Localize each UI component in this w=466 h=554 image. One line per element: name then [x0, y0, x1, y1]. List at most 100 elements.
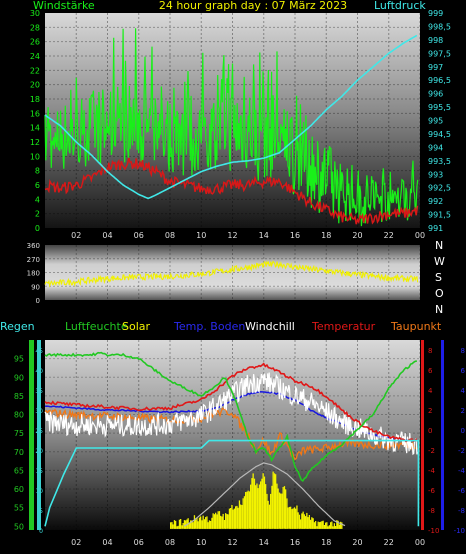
- solar-bar: [338, 524, 340, 529]
- compass-n-top: N: [435, 239, 443, 252]
- solar-bar: [258, 484, 261, 529]
- pressure-tick-label: 996,5: [428, 76, 451, 85]
- solar-bar: [223, 520, 226, 529]
- dewpoint-line: [44, 406, 418, 461]
- wind-tick-label: 24: [30, 52, 40, 61]
- chart-title: 24 hour graph day : 07 März 2023: [159, 0, 347, 12]
- solar-bar: [242, 498, 244, 529]
- panel3-x-tick-label: 02: [71, 538, 81, 547]
- soiltemp-tick-label: 0: [461, 427, 465, 435]
- legend-luftfeuchte: Luftfeuchte: [65, 320, 128, 333]
- solar-bar: [320, 521, 322, 529]
- solar-bar: [340, 521, 342, 529]
- wind-tick-label: 28: [30, 23, 40, 32]
- solar-bar: [288, 506, 291, 529]
- solar-bar: [243, 496, 246, 529]
- humidity-tick-label: 50: [14, 522, 24, 531]
- solar-bar: [267, 500, 269, 529]
- solar-bar: [256, 483, 258, 529]
- solar-bar: [302, 511, 304, 529]
- humidity-tick-label: 90: [14, 373, 24, 382]
- panel1-x-tick-label: 22: [384, 231, 394, 240]
- solar-bar: [183, 520, 186, 529]
- solar-bar: [310, 519, 312, 529]
- solar-bar: [268, 504, 271, 529]
- winddir-tick-label: 270: [27, 256, 40, 264]
- solar-bar: [241, 505, 243, 529]
- solar-bar: [228, 508, 231, 529]
- legend-windchill: Windchill: [245, 320, 295, 333]
- wind-speed-line: [44, 28, 419, 227]
- solar-bar: [318, 522, 320, 529]
- pressure-tick-label: 996: [428, 90, 443, 99]
- solar-bar: [297, 512, 299, 529]
- solar-bar: [293, 507, 296, 529]
- solar-bar: [220, 515, 222, 529]
- solar-bar: [171, 522, 173, 529]
- solar-bar: [341, 522, 343, 529]
- solar-bar: [206, 516, 208, 529]
- solar-bar: [212, 513, 214, 529]
- solar-bar: [327, 526, 329, 529]
- pressure-tick-label: 998: [428, 36, 443, 45]
- compass-o: O: [435, 287, 444, 300]
- soiltemp-tick-label: -10: [454, 527, 465, 535]
- solar-bar: [178, 519, 181, 529]
- humidity-axis-bar: [29, 340, 34, 530]
- humidity-tick-label: 95: [14, 355, 24, 364]
- rain-tick-label: 0: [39, 528, 43, 535]
- solar-bar: [261, 478, 263, 529]
- windchill-line: [44, 372, 419, 456]
- pressure-tick-label: 993,5: [428, 157, 451, 166]
- temperature-tick-label: 2: [428, 407, 432, 415]
- pressure-tick-label: 999: [428, 9, 443, 18]
- solar-bar: [253, 478, 256, 529]
- panel2-series: [44, 260, 419, 288]
- panel3-x-tick-label: 22: [384, 538, 394, 547]
- solar-bar: [175, 520, 177, 529]
- soiltemp-tick-label: 8: [461, 347, 465, 355]
- solar-bar: [221, 516, 223, 529]
- soiltemp-tick-label: -2: [458, 447, 465, 455]
- panel3-x-tick-label: 20: [352, 538, 362, 547]
- solar-bar: [208, 520, 211, 529]
- solar-bar: [257, 488, 259, 529]
- temperature-tick-label: 8: [428, 347, 432, 355]
- solar-bar: [300, 519, 302, 529]
- solar-bar: [305, 516, 307, 529]
- wind-tick-label: 2: [35, 210, 40, 219]
- solar-bar: [201, 520, 203, 529]
- solar-bar: [307, 517, 309, 529]
- panel1-x-tick-label: 14: [259, 231, 269, 240]
- wind-tick-label: 16: [30, 109, 40, 118]
- soiltemp-axis-bar: [441, 340, 444, 530]
- solar-bar: [292, 508, 294, 529]
- solar-bar: [195, 519, 197, 529]
- panel3-x-tick-label: 16: [290, 538, 300, 547]
- solar-bar: [332, 526, 334, 529]
- solar-bar: [247, 490, 249, 529]
- solar-bar: [232, 509, 234, 529]
- wind-axis-label: Windstärke: [33, 0, 95, 12]
- solar-bar: [322, 520, 324, 529]
- legend-taupunkt: Taupunkt: [390, 320, 442, 333]
- pressure-tick-label: 992,5: [428, 184, 451, 193]
- solar-bar: [260, 481, 262, 529]
- rain-line: [44, 439, 420, 527]
- compass-s: S: [435, 271, 442, 284]
- wind-tick-label: 12: [30, 138, 40, 147]
- panel1-x-tick-label: 02: [71, 231, 81, 240]
- temperature-axis-bar: [421, 340, 424, 530]
- solar-bar: [236, 505, 238, 529]
- solar-bar: [238, 500, 241, 529]
- pressure-tick-label: 991,5: [428, 211, 451, 220]
- wind-tick-label: 26: [30, 38, 40, 47]
- panel1-series: [44, 28, 419, 227]
- solar-bar: [316, 526, 318, 529]
- panel3-series: [44, 351, 420, 529]
- solar-bar: [335, 526, 337, 529]
- wind-direction-line: [44, 260, 419, 288]
- solar-bar: [205, 517, 207, 529]
- solar-bar: [173, 520, 176, 529]
- solar-bar: [276, 483, 278, 529]
